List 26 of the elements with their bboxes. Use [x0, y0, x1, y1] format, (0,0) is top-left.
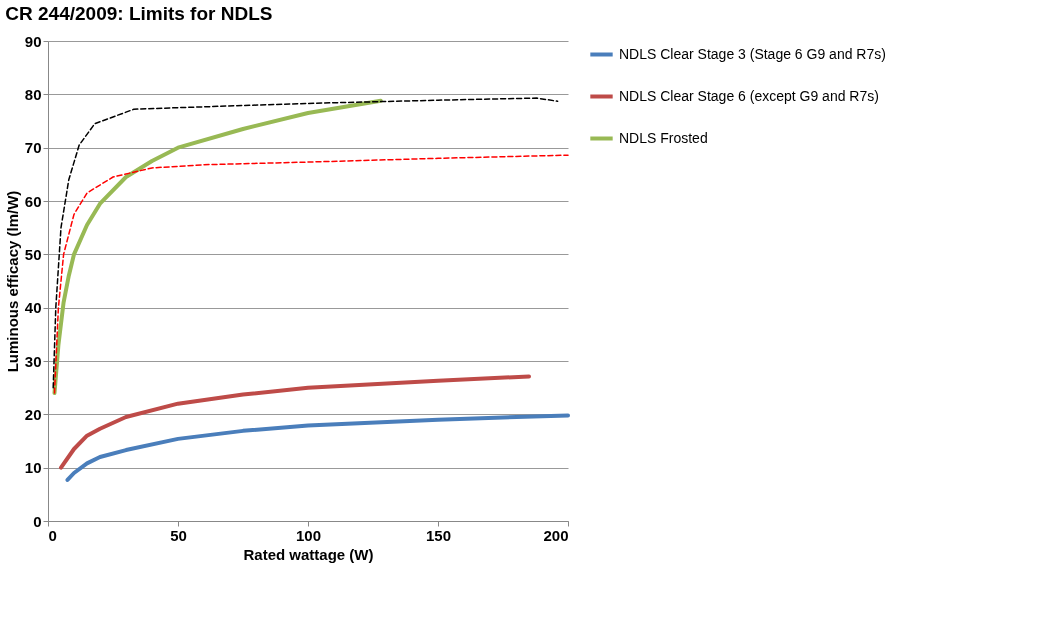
legend-label: NDLS Clear Stage 6 (except G9 and R7s) — [619, 87, 879, 104]
y-tick-label: 0 — [33, 512, 42, 530]
legend-label: NDLS Clear Stage 3 (Stage 6 G9 and R7s) — [619, 45, 886, 62]
x-tick-label: 150 — [425, 526, 452, 544]
x-tick-label: 200 — [543, 526, 569, 544]
y-tick-label: 30 — [24, 352, 42, 370]
y-tick-label: 80 — [24, 85, 42, 103]
line-series — [59, 374, 531, 470]
chart-title: CR 244/2009: Limits for NDLS — [5, 3, 273, 24]
y-tick-label: 10 — [24, 459, 42, 477]
x-tick-label: 0 — [48, 526, 57, 544]
x-tick-label: 100 — [295, 526, 322, 544]
y-tick-label: 60 — [24, 192, 42, 210]
y-tick-label: 90 — [24, 32, 42, 50]
legend-label: NDLS Frosted — [619, 129, 708, 146]
x-tick-label: 50 — [170, 526, 187, 544]
y-tick-label: 40 — [24, 299, 42, 317]
y-tick-label: 70 — [24, 139, 42, 157]
y-tick-label: 20 — [24, 405, 42, 423]
x-axis-title: Rated wattage (W) — [243, 545, 374, 563]
line-series — [65, 413, 570, 482]
y-axis-title: Luminous efficacy (lm/W) — [3, 190, 21, 373]
line-series — [52, 98, 383, 395]
line-series — [52, 97, 559, 389]
y-tick-label: 50 — [24, 245, 42, 263]
line-series — [53, 154, 569, 394]
